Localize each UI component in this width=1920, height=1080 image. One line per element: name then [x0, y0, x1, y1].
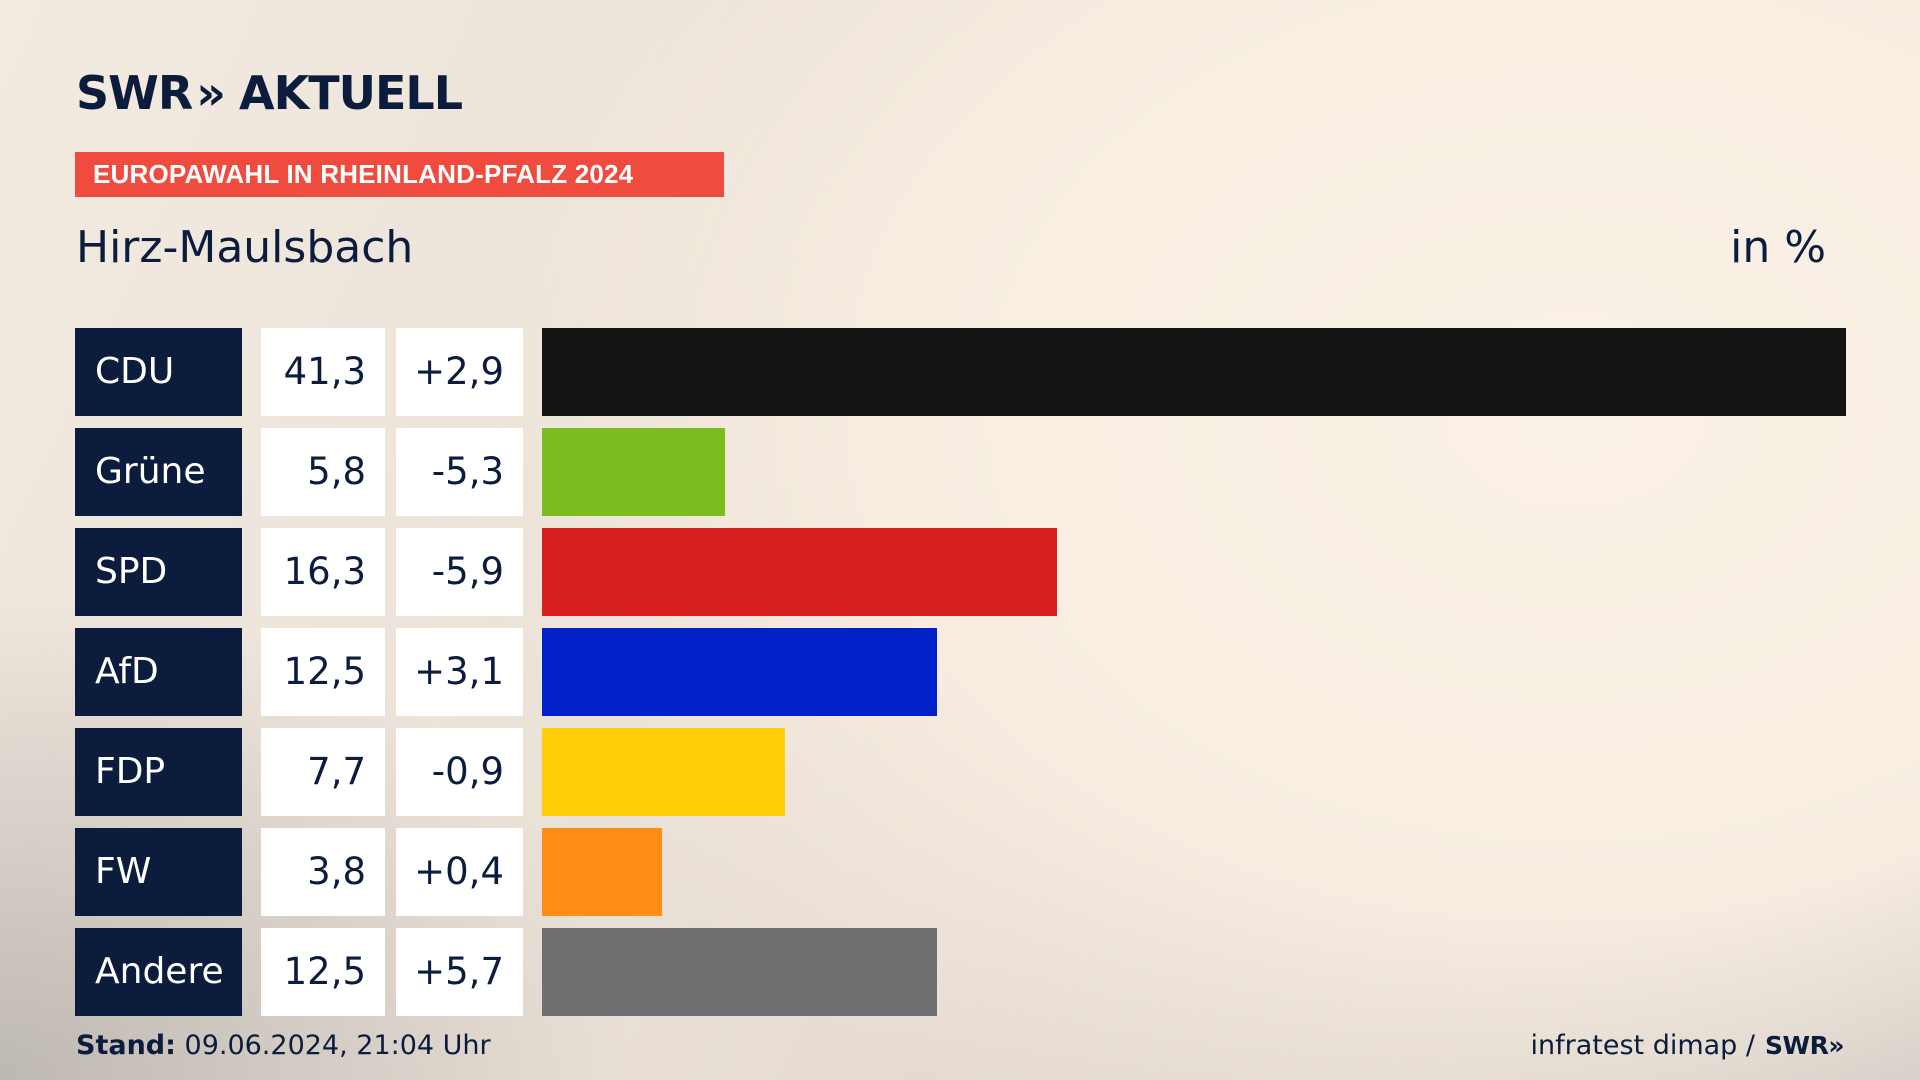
diff-label: +3,1 [396, 628, 523, 716]
diff-label: -5,9 [396, 528, 523, 616]
bar-grüne [542, 428, 725, 516]
diff-label: +2,9 [396, 328, 523, 416]
party-label: Grüne [75, 428, 242, 516]
bar-afd [542, 628, 937, 716]
timestamp: Stand: 09.06.2024, 21:04 Uhr [76, 1030, 491, 1061]
diff-label: +0,4 [396, 828, 523, 916]
logo-suffix: AKTUELL [239, 66, 463, 120]
bar-fdp [542, 728, 785, 816]
stand-label: Stand: [76, 1030, 176, 1061]
value-label: 12,5 [261, 928, 385, 1016]
value-label: 5,8 [261, 428, 385, 516]
value-label: 41,3 [261, 328, 385, 416]
value-label: 7,7 [261, 728, 385, 816]
party-label: CDU [75, 328, 242, 416]
value-label: 12,5 [261, 628, 385, 716]
election-banner: EUROPAWAHL IN RHEINLAND-PFALZ 2024 [75, 152, 724, 197]
value-label: 3,8 [261, 828, 385, 916]
party-label: FW [75, 828, 242, 916]
unit-label: in % [1730, 222, 1826, 273]
bar-andere [542, 928, 937, 1016]
chart-title: Hirz-Maulsbach [76, 222, 414, 273]
swr-aktuell-logo: SWR » AKTUELL [76, 66, 463, 120]
bar-spd [542, 528, 1057, 616]
swr-mini-logo: SWR» [1765, 1031, 1844, 1060]
party-label: SPD [75, 528, 242, 616]
party-label: AfD [75, 628, 242, 716]
source-credit: infratest dimap / SWR» [1531, 1030, 1845, 1061]
diff-label: -0,9 [396, 728, 523, 816]
party-label: FDP [75, 728, 242, 816]
party-label: Andere [75, 928, 242, 1016]
bar-cdu [542, 328, 1846, 416]
bar-fw [542, 828, 662, 916]
diff-label: +5,7 [396, 928, 523, 1016]
logo-chevron-icon: » [196, 66, 226, 120]
logo-brand: SWR [76, 66, 193, 120]
value-label: 16,3 [261, 528, 385, 616]
stand-value: 09.06.2024, 21:04 Uhr [184, 1030, 491, 1061]
diff-label: -5,3 [396, 428, 523, 516]
source-text: infratest dimap / [1530, 1030, 1756, 1061]
